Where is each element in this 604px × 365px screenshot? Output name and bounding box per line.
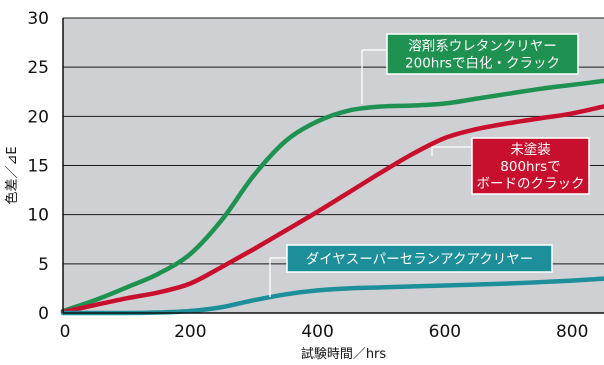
callout-text: ボードのクラック [477,176,585,192]
x-axis-title: 試験時間／hrs [301,346,387,362]
callout-text: 200hrsで白化・クラック [405,56,560,72]
callout-3: ダイヤスーパーセランアクアクリヤー [269,244,553,297]
series-line-1 [60,78,604,314]
y-tick-label: 5 [38,255,49,275]
y-tick-label: 25 [27,58,49,78]
y-tick-label: 20 [27,107,49,127]
callout-text: ダイヤスーパーセランアクアクリヤー [306,252,534,268]
callout-leader [269,257,287,297]
callout-box [286,244,553,273]
x-tick-label: 800 [556,322,588,342]
y-tick-label: 10 [27,206,49,226]
callout-text: 未塗装 [510,141,551,158]
tick-labels: 0 5 10 15 20 25 30 0 200 400 600 800 [27,9,588,342]
y-axis-title: 色差／⊿E [4,146,20,204]
axes [62,18,604,314]
callout-leader [361,49,387,104]
callouts: 溶剤系ウレタンクリヤー200hrsで白化・クラック未塗装800hrsでボードのク… [269,33,590,297]
x-tick-label: 200 [174,322,206,342]
y-tick-label: 0 [38,304,49,324]
x-tick-label: 0 [60,322,71,342]
callout-box [386,33,579,75]
y-tick-label: 15 [27,157,49,177]
y-tick-label: 30 [27,9,49,29]
x-tick-label: 400 [301,322,333,342]
callout-box [471,137,590,195]
callout-text: 800hrsで [500,159,560,175]
callout-leader [431,146,472,156]
x-tick-label: 600 [429,322,461,342]
series-line-2 [60,104,604,315]
callout-text: 溶剤系ウレタンクリヤー [408,39,557,55]
